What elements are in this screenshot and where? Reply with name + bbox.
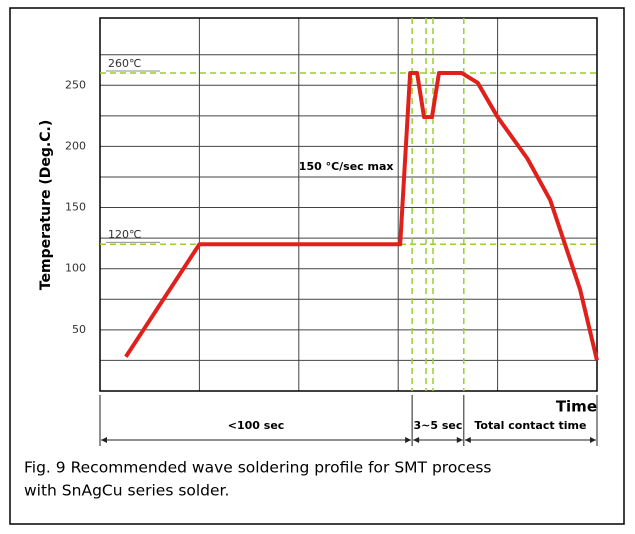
reference-label: 120℃ (108, 228, 141, 241)
span-label: <100 sec (228, 419, 285, 432)
profile-line (124, 71, 599, 361)
y-axis-title: Temperature (Deg.C.) (38, 120, 54, 290)
reference-label: 260℃ (108, 57, 141, 70)
span-label: Total contact time (474, 419, 586, 432)
y-tick-label: 250 (65, 78, 86, 91)
annotation: 150 °C/sec max (299, 160, 394, 173)
caption-line: Fig. 9 Recommended wave soldering profil… (24, 459, 492, 477)
y-tick-label: 100 (65, 262, 86, 275)
y-tick-label: 150 (65, 201, 86, 214)
y-tick-label: 50 (72, 323, 86, 336)
y-tick-label: 200 (65, 139, 86, 152)
arrow-head (413, 437, 463, 443)
plot-border (99, 17, 598, 392)
x-axis-title: Time (556, 398, 597, 416)
frame (9, 7, 625, 525)
caption-line: with SnAgCu series solder. (24, 482, 229, 500)
span-label: 3~5 sec (414, 419, 463, 432)
